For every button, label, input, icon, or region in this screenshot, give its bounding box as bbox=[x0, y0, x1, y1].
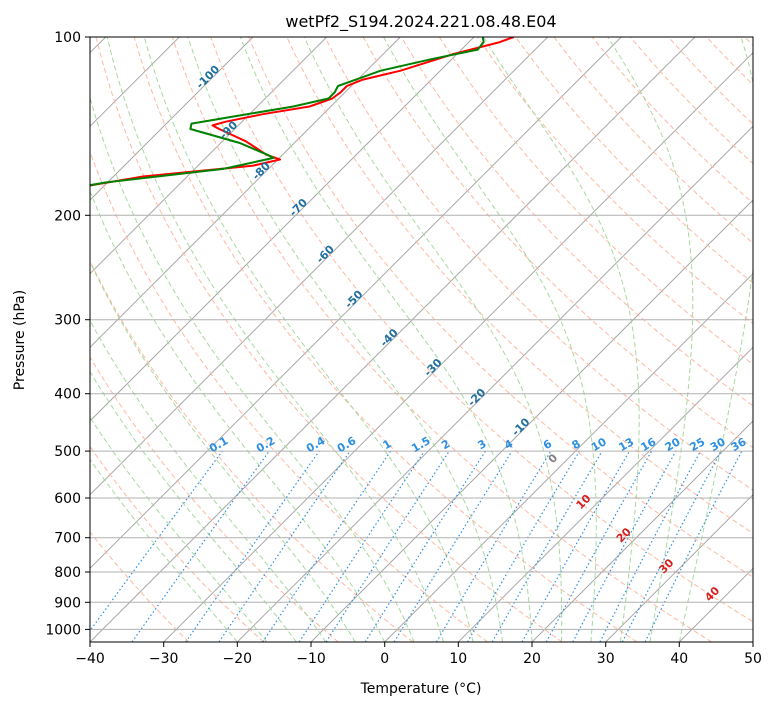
x-tick-label: 50 bbox=[744, 651, 762, 667]
isotherm-line bbox=[236, 125, 753, 642]
moist-adiabat-line bbox=[383, 37, 597, 642]
plot-area bbox=[90, 37, 753, 642]
y-axis-label: Pressure (hPa) bbox=[12, 290, 28, 390]
y-tick-label: 600 bbox=[54, 491, 81, 507]
isobar-grid bbox=[90, 37, 753, 630]
x-tick-label: 0 bbox=[380, 651, 389, 667]
plot-frame bbox=[89, 36, 754, 643]
y-axis: 100 200 300 400 500 600 700 800 900 1000 bbox=[45, 30, 90, 638]
moist-adiabat-line bbox=[187, 37, 503, 642]
moist-adiabat-line bbox=[482, 37, 640, 642]
moist-adiabat-line bbox=[90, 260, 356, 642]
isotherm-line bbox=[605, 493, 753, 642]
mixing-ratio-line bbox=[325, 450, 450, 642]
mixing-ratio-line bbox=[185, 450, 320, 642]
temperature-profile-line bbox=[90, 37, 515, 187]
y-tick-label: 500 bbox=[54, 444, 81, 460]
mixing-ratio-line bbox=[218, 450, 351, 642]
isotherm-line bbox=[90, 37, 696, 642]
moist-adiabat-line bbox=[90, 416, 268, 642]
y-tick-label: 900 bbox=[54, 595, 81, 611]
y-tick-label: 200 bbox=[54, 208, 81, 224]
isotherm-line bbox=[90, 37, 401, 349]
mixing-ratio-line bbox=[545, 450, 653, 642]
x-tick-label: 40 bbox=[670, 651, 688, 667]
y-tick-label: 700 bbox=[54, 531, 81, 547]
y-tick-label: 300 bbox=[54, 313, 81, 329]
mixing-ratio-line bbox=[90, 450, 223, 632]
isotherm-line bbox=[531, 420, 753, 642]
x-axis-label: Temperature (°C) bbox=[360, 681, 482, 697]
isotherm-line bbox=[384, 272, 753, 642]
x-axis: −40 −30 −20 −10 0 10 20 30 40 50 bbox=[75, 642, 762, 667]
dry-adiabat-line bbox=[248, 37, 753, 578]
dry-adiabat-line bbox=[95, 37, 563, 642]
dry-adiabat-line bbox=[515, 37, 753, 284]
mixing-ratio-line bbox=[572, 450, 677, 642]
dry-adiabat-line bbox=[400, 37, 753, 407]
isotherm-line bbox=[90, 37, 549, 496]
dry-adiabat-line bbox=[90, 259, 414, 642]
x-tick-label: 10 bbox=[449, 651, 467, 667]
mixing-ratio-line bbox=[393, 450, 513, 642]
y-tick-label: 400 bbox=[54, 387, 81, 403]
dry-adiabat-line bbox=[324, 37, 753, 491]
x-tick-label: −10 bbox=[296, 651, 326, 667]
isotherm-line bbox=[163, 51, 753, 642]
x-tick-label: −30 bbox=[149, 651, 179, 667]
mixing-ratio-line bbox=[131, 450, 270, 642]
x-tick-label: 30 bbox=[597, 651, 615, 667]
moist-adiabat-line bbox=[106, 37, 445, 642]
mixing-ratio-line bbox=[521, 450, 631, 642]
dry-adiabat-line bbox=[90, 445, 264, 642]
y-tick-label: 1000 bbox=[45, 622, 81, 638]
x-tick-label: 20 bbox=[523, 651, 541, 667]
x-tick-label: −20 bbox=[223, 651, 253, 667]
isotherm-line bbox=[90, 37, 475, 422]
chart-title: wetPf2_S194.2024.221.08.48.E04 bbox=[285, 12, 556, 32]
mixing-ratio-line bbox=[262, 450, 392, 642]
dry-adiabat-line bbox=[90, 531, 190, 642]
moist-adiabat-line bbox=[90, 319, 327, 642]
moist-adiabat-line bbox=[90, 458, 238, 642]
moist-adiabat-line bbox=[678, 37, 753, 642]
background-lines bbox=[90, 37, 753, 642]
dewpoint-profile-line bbox=[90, 37, 485, 187]
moist-adiabat-line bbox=[607, 37, 694, 642]
dry-adiabat-line bbox=[171, 37, 712, 642]
mixing-ratio-line bbox=[298, 450, 425, 642]
mixing-ratio-line bbox=[644, 450, 743, 642]
profile-lines bbox=[90, 37, 515, 187]
x-tick-label: −40 bbox=[75, 651, 105, 667]
moist-adiabat-line bbox=[303, 37, 563, 642]
isotherm-line bbox=[752, 641, 753, 642]
dry-adiabat-line bbox=[90, 150, 488, 642]
dry-adiabat-line bbox=[438, 37, 753, 366]
y-tick-label: 800 bbox=[54, 565, 81, 581]
y-tick-label: 100 bbox=[54, 30, 81, 46]
moist-adiabat-line bbox=[239, 37, 533, 642]
dry-adiabat-line bbox=[90, 356, 339, 642]
isotherm-line bbox=[90, 37, 328, 275]
isotherm-line bbox=[90, 37, 254, 201]
moist-adiabat-line bbox=[90, 189, 386, 642]
dry-adiabat-line bbox=[133, 37, 638, 642]
isotherm-line bbox=[90, 37, 622, 570]
moist-adiabat-line bbox=[143, 37, 474, 642]
dry-adiabat-line bbox=[210, 37, 753, 623]
